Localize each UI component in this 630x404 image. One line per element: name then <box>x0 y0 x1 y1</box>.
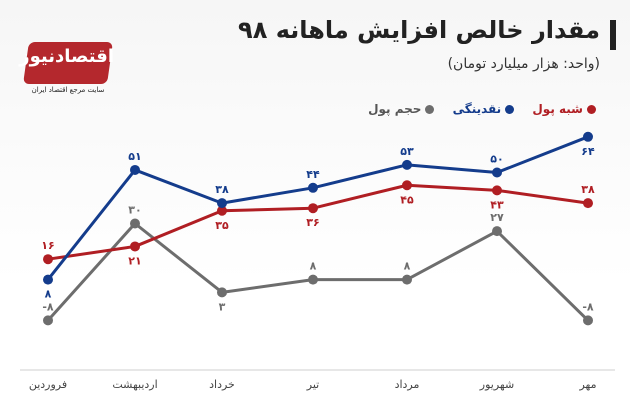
legend-dot-icon <box>587 104 596 114</box>
data-label: ۱۶ <box>41 239 54 252</box>
logo-name: اقتصادنیوز <box>19 46 114 67</box>
data-point <box>43 315 53 326</box>
data-label: -۸ <box>42 300 54 313</box>
data-label: ۸ <box>310 260 317 273</box>
data-point <box>402 274 412 285</box>
data-label: ۸ <box>404 260 411 273</box>
data-label: -۸ <box>582 300 594 313</box>
data-point <box>308 182 318 193</box>
data-point <box>43 254 53 265</box>
legend-item-quasi-money: شبه پول <box>532 102 596 116</box>
x-tick-label: فروردین <box>29 378 67 391</box>
legend-item-money-volume: حجم پول <box>368 102 435 116</box>
data-point <box>492 185 502 196</box>
legend-dot-icon <box>505 104 515 114</box>
data-point <box>217 198 227 209</box>
data-label: ۳۵ <box>215 219 229 232</box>
data-point <box>217 287 227 298</box>
data-point <box>492 226 502 237</box>
data-label: ۸ <box>45 288 52 301</box>
data-point <box>492 167 502 178</box>
legend: شبه پول نقدینگی حجم پول <box>354 102 596 117</box>
data-point <box>308 203 318 214</box>
data-label: ۴۴ <box>306 168 320 181</box>
data-label: ۵۰ <box>490 153 503 166</box>
data-label: ۲۷ <box>490 211 504 224</box>
data-point <box>583 315 593 326</box>
legend-dot-icon <box>425 104 435 114</box>
data-label: ۳۸ <box>581 183 595 196</box>
logo-tagline: سایت مرجع اقتصاد ایران <box>31 86 105 94</box>
x-tick-label: تیر <box>306 378 319 391</box>
data-label: ۲۱ <box>128 254 141 267</box>
data-label: ۴۵ <box>400 193 414 206</box>
header: مقدار خالص افزایش ماهانه ۹۸ (واحد: هزار … <box>0 0 630 108</box>
data-point <box>217 205 227 216</box>
x-tick-label: خرداد <box>209 378 235 391</box>
data-label: ۳۰ <box>128 204 141 217</box>
data-point <box>583 131 593 142</box>
data-point <box>583 198 593 209</box>
data-point <box>130 218 140 229</box>
data-label: ۴۳ <box>490 198 504 211</box>
x-tick-label: شهریور <box>479 378 514 391</box>
series-line <box>46 222 590 322</box>
title-accent-bar <box>610 20 616 50</box>
data-point <box>130 241 140 252</box>
data-label: ۶۴ <box>581 145 595 158</box>
data-point <box>402 159 412 170</box>
x-tick-label: اردیبهشت <box>112 378 157 391</box>
chart-title: مقدار خالص افزایش ماهانه ۹۸ <box>238 16 600 44</box>
chart-subtitle: (واحد: هزار میلیارد تومان) <box>447 56 600 72</box>
x-tick-label: مرداد <box>395 378 420 391</box>
x-tick-label: مهر <box>578 378 596 391</box>
data-point <box>402 180 412 191</box>
data-label: ۳ <box>219 300 226 313</box>
legend-item-liquidity: نقدینگی <box>453 102 515 116</box>
legend-label: حجم پول <box>368 102 422 116</box>
data-point <box>308 274 318 285</box>
data-point <box>43 274 53 285</box>
logo: اقتصادنیوز سایت مرجع اقتصاد ایران <box>19 42 114 100</box>
data-label: ۵۱ <box>128 150 141 163</box>
legend-label: شبه پول <box>532 102 583 116</box>
data-point <box>130 164 140 175</box>
data-label: ۳۶ <box>306 216 319 229</box>
data-label: ۵۳ <box>400 145 414 158</box>
legend-label: نقدینگی <box>452 102 502 116</box>
data-label: ۳۸ <box>215 183 229 196</box>
